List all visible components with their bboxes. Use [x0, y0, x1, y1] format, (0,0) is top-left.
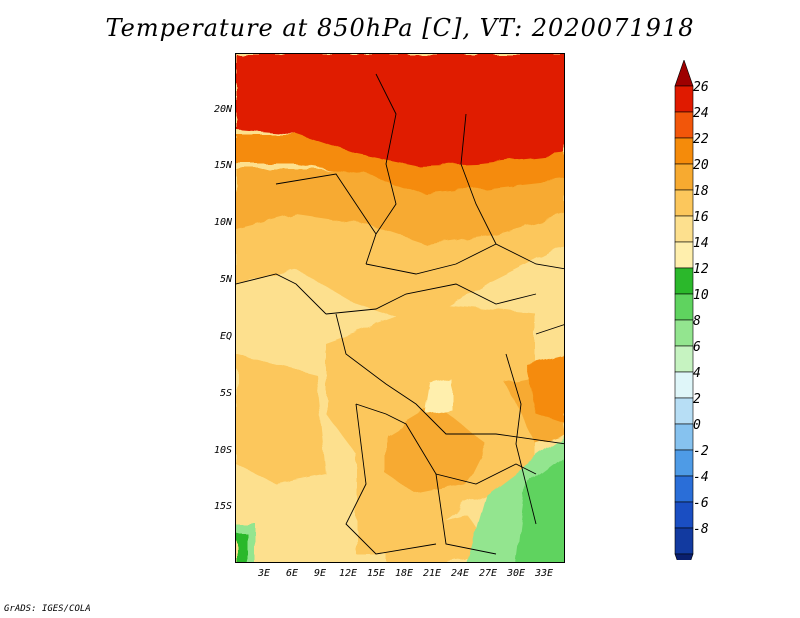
lon-label-30e: 30E [506, 568, 526, 579]
lon-label-3e: 3E [257, 568, 271, 579]
colorbar-label-minus2: -2 [693, 444, 709, 459]
colorbar-label-8: 8 [693, 314, 701, 329]
colorbar-label-10: 10 [693, 288, 709, 303]
colorbar-segment-3 [674, 163, 694, 191]
colorbar-segment-10 [674, 345, 694, 373]
lat-label-eq: EQ [219, 331, 232, 342]
colorbar-label-6: 6 [693, 340, 701, 355]
colorbar-segment-16 [674, 501, 694, 529]
colorbar-label-2: 2 [693, 392, 701, 407]
lon-label-21e: 21E [422, 568, 442, 579]
lon-label-12e: 12E [338, 568, 358, 579]
colorbar-segment-0 [674, 85, 694, 113]
colorbar-segment-8 [674, 293, 694, 321]
lat-label-15n: 15N [213, 160, 232, 171]
colorbar [674, 60, 694, 560]
colorbar-segment-11 [674, 371, 694, 399]
colorbar-segment-15 [674, 475, 694, 503]
colorbar-segment-7 [674, 267, 694, 295]
colorbar-label-4: 4 [693, 366, 701, 381]
colorbar-segment-9 [674, 319, 694, 347]
colorbar-segment-4 [674, 189, 694, 217]
colorbar-bottom-arrow [674, 553, 694, 560]
lat-label-20n: 20N [213, 104, 232, 115]
colorbar-label-22: 22 [693, 132, 709, 147]
colorbar-label-minus4: -4 [693, 470, 709, 485]
temperature-map [236, 54, 564, 562]
colorbar-segment-6 [674, 241, 694, 269]
colorbar-segment-17 [674, 527, 694, 555]
colorbar-label-14: 14 [693, 236, 709, 251]
lon-label-33e: 33E [534, 568, 554, 579]
grads-credit: GrADS: IGES/COLA [4, 604, 91, 614]
colorbar-label-24: 24 [693, 106, 709, 121]
lat-label-10n: 10N [213, 217, 232, 228]
lon-label-9e: 9E [313, 568, 327, 579]
map-panel [235, 53, 565, 563]
lat-label-5n: 5N [219, 274, 232, 285]
colorbar-label-18: 18 [693, 184, 709, 199]
colorbar-segment-5 [674, 215, 694, 243]
colorbar-label-minus8: -8 [693, 522, 709, 537]
colorbar-segment-14 [674, 449, 694, 477]
colorbar-label-minus6: -6 [693, 496, 709, 511]
colorbar-segment-13 [674, 423, 694, 451]
colorbar-top-arrow [674, 60, 694, 87]
lon-label-6e: 6E [285, 568, 299, 579]
lon-label-24e: 24E [450, 568, 470, 579]
colorbar-segment-1 [674, 111, 694, 139]
lon-label-27e: 27E [478, 568, 498, 579]
lon-label-15e: 15E [366, 568, 386, 579]
lat-label-15s: 15S [213, 501, 232, 512]
colorbar-segment-12 [674, 397, 694, 425]
lat-label-5s: 5S [219, 388, 232, 399]
lon-label-18e: 18E [394, 568, 414, 579]
colorbar-label-12: 12 [693, 262, 709, 277]
colorbar-segment-2 [674, 137, 694, 165]
colorbar-label-26: 26 [693, 80, 709, 95]
colorbar-label-20: 20 [693, 158, 709, 173]
chart-title: Temperature at 850hPa [C], VT: 202007191… [105, 14, 695, 42]
lat-label-10s: 10S [213, 445, 232, 456]
colorbar-label-0: 0 [693, 418, 701, 433]
colorbar-label-16: 16 [693, 210, 709, 225]
